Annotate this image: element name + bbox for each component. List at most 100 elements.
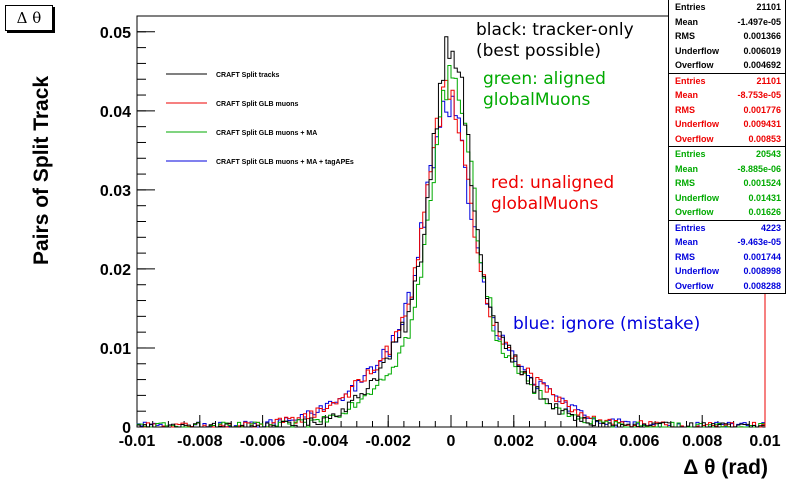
annotation-red: red: unaligned globalMuons [491,173,614,215]
stats-key: Entries [675,222,706,233]
stats-value: 0.008288 [743,280,781,291]
stats-value: 0.00853 [748,133,781,144]
stats-box-black: Entries 21101 Mean -1.497e-05 RMS 0.001366 … [668,0,786,74]
stats-key: RMS [675,31,695,42]
x-tick-label: 0.004 [557,433,597,450]
stats-row: Entries 4223 [669,221,785,236]
stats-key: Underflow [675,192,719,203]
x-tick-label: -0.008 [177,433,222,450]
stats-row: Underflow 0.01431 [669,191,785,206]
stats-value: 0.001776 [743,104,781,115]
stats-value: 0.009431 [743,119,781,130]
stats-key: Underflow [675,119,719,130]
stats-row: Mean -8.885e-06 [669,162,785,177]
y-tick-label: 0.05 [100,25,131,42]
stats-key: Mean [675,90,699,101]
stats-value: 21101 [756,2,781,13]
stats-value: -8.753e-05 [737,90,781,101]
legend-label-3: CRAFT Split GLB muons + MA + tagAPEs [216,159,354,166]
x-tick-label: 0.006 [619,433,659,450]
series-blue-histogram [136,95,766,428]
stats-row: RMS 0.001776 [669,103,785,118]
stats-key: Overflow [675,280,714,291]
stats-value: 0.01626 [748,207,781,218]
stats-key: Entries [675,149,706,160]
y-tick-label: 0.04 [100,104,131,121]
stats-key: Overflow [675,133,714,144]
x-tick-label: 0.002 [494,433,534,450]
y-tick-label: 0.01 [100,341,131,358]
stats-key: RMS [675,251,695,262]
stats-value: 0.001744 [743,251,781,262]
stats-row: Mean -8.753e-05 [669,88,785,103]
stats-row: Overflow 0.00853 [669,132,785,147]
stats-row: Underflow 0.006019 [669,44,785,59]
annotation-red-line2: globalMuons [491,194,599,214]
stats-value: 21101 [756,75,781,86]
y-tick-label: 0.02 [100,262,131,279]
annotation-black: black: tracker-only (best possible) [476,20,634,62]
stats-key: Underflow [675,45,719,56]
x-tick-label: 0.01 [749,433,780,450]
stats-key: Entries [675,2,706,13]
stats-row: Overflow 0.01626 [669,205,785,220]
annotation-blue: blue: ignore (mistake) [513,314,700,335]
y-axis-label: Pairs of Split Track [30,75,53,265]
stats-value: 4223 [760,222,781,233]
stats-row: Overflow 0.008288 [669,279,785,294]
stats-key: Underflow [675,266,719,277]
stats-row: RMS 0.001524 [669,176,785,191]
stats-row: Mean -1.497e-05 [669,15,785,30]
stats-row: RMS 0.001744 [669,250,785,265]
stats-value: -1.497e-05 [737,16,781,27]
stats-value: -8.885e-06 [737,163,781,174]
legend-label-2: CRAFT Split GLB muons + MA [216,130,317,137]
stats-value: 0.006019 [743,45,781,56]
x-tick-label: 0 [447,433,456,450]
stats-key: RMS [675,178,695,189]
stats-value: 20543 [755,149,781,160]
stats-key: Overflow [675,207,714,218]
annotation-red-line1: red: unaligned [491,173,615,193]
stats-value: 0.004692 [743,60,781,71]
stats-key: Mean [675,163,699,174]
annotation-black-line1: black: tracker-only [476,20,634,40]
stats-row: Mean -9.463e-05 [669,235,785,250]
series-black-histogram [136,36,766,428]
stats-row: Overflow 0.004692 [669,58,785,73]
annotation-green: green: aligned globalMuons [483,69,606,111]
stats-key: RMS [675,104,695,115]
x-axis-label: Δ θ (rad) [683,456,768,479]
stats-value: 0.001524 [743,178,781,189]
stats-row: Underflow 0.009431 [669,117,785,132]
annotation-black-line2: (best possible) [476,41,602,61]
stats-key: Mean [675,16,699,27]
stats-value: 0.001366 [743,31,781,42]
stats-value: -9.463e-05 [737,237,781,248]
x-tick-label: -0.004 [303,433,348,450]
annotation-blue-line1: blue: ignore (mistake) [513,314,701,334]
x-tick-label: -0.01 [119,433,156,450]
stats-box-green: Entries 20543 Mean -8.885e-06 RMS 0.001524 … [668,146,786,221]
stats-row: Entries 21101 [669,0,785,15]
stats-row: Underflow 0.008998 [669,264,785,279]
stats-row: RMS 0.001366 [669,29,785,44]
stats-row: Entries 20543 [669,147,785,162]
stats-box-red: Entries 21101 Mean -8.753e-05 RMS 0.001776 … [668,72,786,147]
legend-label-1: CRAFT Split GLB muons [216,101,299,108]
stats-key: Mean [675,237,699,248]
stats-box-blue: Entries 4223 Mean -9.463e-05 RMS 0.001744 U… [668,219,786,294]
stats-value: 0.008998 [743,266,781,277]
annotation-green-line1: green: aligned [483,69,606,89]
legend-label-0: CRAFT Split tracks [216,72,280,79]
x-tick-label: -0.002 [366,433,411,450]
annotation-green-line2: globalMuons [483,90,591,110]
stats-key: Entries [675,75,706,86]
stats-row: Entries 21101 [669,74,785,89]
title-box: Δ θ [5,5,53,31]
stats-panel: Entries 21101 Mean -1.497e-05 RMS 0.001366 … [668,0,786,294]
stats-value: 0.01431 [748,192,781,203]
x-tick-label: 0.008 [682,433,722,450]
